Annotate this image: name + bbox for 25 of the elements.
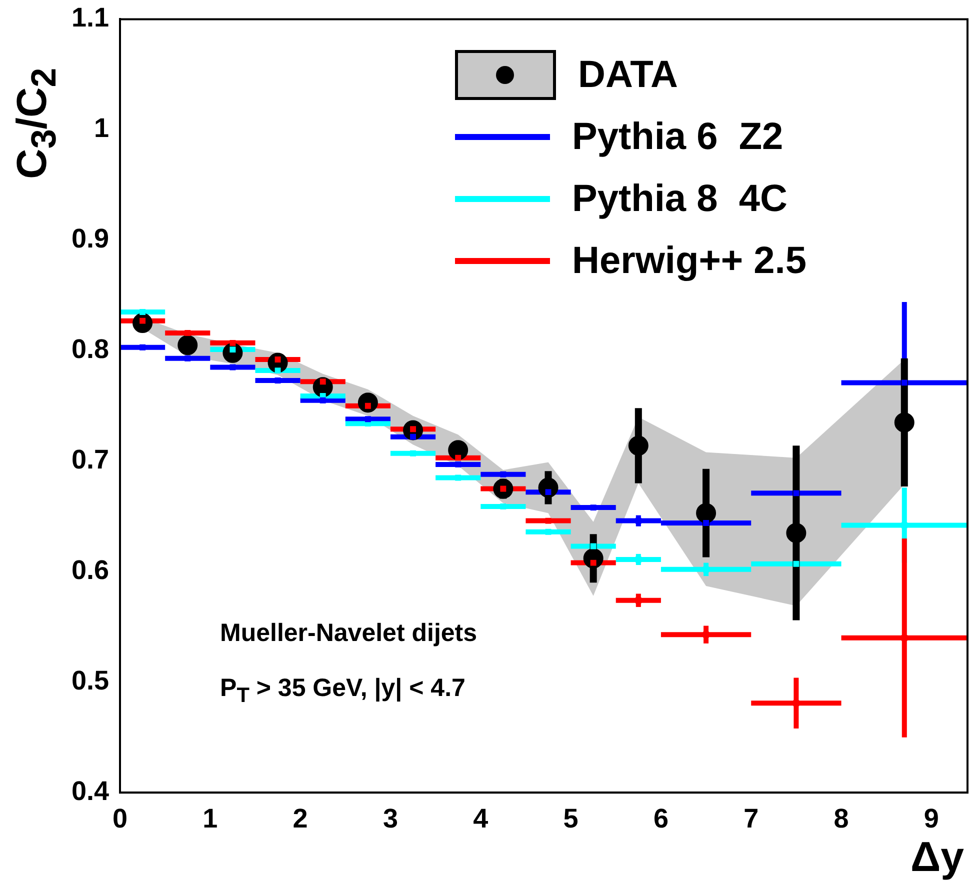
annotation: P$_{T}$ > 35 GeV, |y| < 4.7	[220, 674, 466, 708]
x-tick-label: 1	[202, 803, 218, 834]
y-tick-label: 1.1	[71, 2, 109, 33]
legend-label: Pythia 8 4C	[572, 178, 788, 220]
legend-label: Herwig++ 2.5	[572, 240, 806, 282]
x-axis-title: Δy	[910, 832, 964, 881]
annotation: Mueller-Navelet dijets	[220, 619, 478, 648]
x-tick-label: 0	[112, 803, 128, 834]
y-tick-label: 0.6	[71, 555, 109, 586]
y-tick-label: 0.9	[71, 224, 109, 254]
x-tick-label: 7	[744, 803, 759, 834]
legend-label: DATA	[578, 54, 678, 96]
x-tick-label: 5	[563, 803, 578, 834]
x-tick-label: 6	[653, 803, 668, 834]
x-tick-label: 8	[834, 803, 849, 834]
y-tick-label: 0.8	[71, 334, 109, 364]
x-tick-label: 2	[292, 803, 308, 834]
x-tick-label: 9	[924, 803, 939, 834]
y-tick-label: 1	[94, 113, 109, 144]
legend-label: Pythia 6 Z2	[572, 116, 784, 158]
x-tick-label: 4	[473, 803, 488, 834]
x-tick-label: 3	[382, 803, 398, 834]
y-tick-label: 0.5	[71, 666, 109, 696]
y-tick-label: 0.4	[71, 776, 109, 806]
y-tick-label: 0.7	[71, 444, 109, 475]
